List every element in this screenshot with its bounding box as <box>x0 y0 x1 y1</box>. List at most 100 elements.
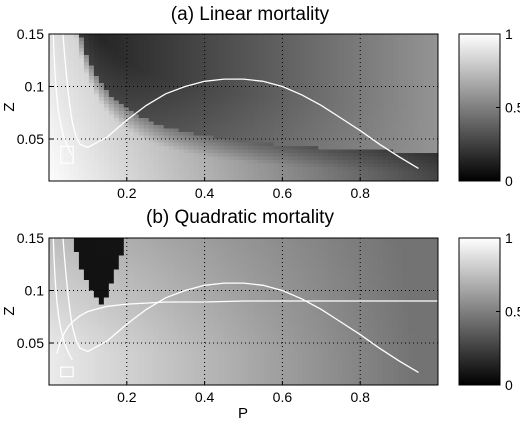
heatmap-cell <box>423 160 429 165</box>
heatmap-cell <box>178 44 185 49</box>
heatmap-cell <box>203 252 210 257</box>
heatmap-cell <box>213 72 220 77</box>
heatmap-cell <box>243 69 250 74</box>
heatmap-cell <box>248 142 255 147</box>
heatmap-cell <box>143 48 150 53</box>
heatmap-cell <box>378 118 384 123</box>
heatmap-cell <box>168 76 175 81</box>
heatmap-cell <box>49 381 55 385</box>
heatmap-cell <box>268 121 275 126</box>
heatmap-cell <box>368 125 374 130</box>
heatmap-cell <box>63 37 70 42</box>
heatmap-cell <box>383 114 389 119</box>
heatmap-cell <box>103 301 110 306</box>
heatmap-cell <box>133 273 140 278</box>
heatmap-cell <box>343 58 349 63</box>
heatmap-cell <box>63 62 70 67</box>
heatmap-cell <box>83 336 90 341</box>
heatmap-cell <box>133 41 140 46</box>
heatmap-cell <box>393 93 399 98</box>
heatmap-cell <box>403 34 409 39</box>
heatmap-cell <box>348 153 354 158</box>
heatmap-cell <box>243 104 250 109</box>
heatmap-cell <box>338 121 344 126</box>
heatmap-cell <box>433 97 438 102</box>
heatmap-cell <box>83 364 90 369</box>
heatmap-cell <box>178 322 185 327</box>
heatmap-cell <box>393 132 399 137</box>
heatmap-cell <box>428 167 434 172</box>
heatmap-cell <box>208 318 215 323</box>
heatmap-cell <box>348 163 354 168</box>
heatmap-cell <box>93 100 100 105</box>
heatmap-cell <box>163 276 170 281</box>
heatmap-cell <box>183 252 190 257</box>
heatmap-cell <box>228 350 235 355</box>
heatmap-cell <box>218 343 225 348</box>
heatmap-cell <box>358 167 364 172</box>
heatmap-cell <box>218 167 225 172</box>
heatmap-cell <box>118 111 125 116</box>
heatmap-cell <box>248 149 255 154</box>
heatmap-cell <box>168 283 175 288</box>
heatmap-cell <box>163 100 170 105</box>
heatmap-cell <box>403 170 409 175</box>
heatmap-cell <box>83 273 90 278</box>
heatmap-cell <box>208 156 215 161</box>
heatmap-cell <box>313 48 319 53</box>
heatmap-cell <box>58 163 65 168</box>
heatmap-cell <box>223 378 230 383</box>
heatmap-cell <box>208 83 215 88</box>
heatmap-cell <box>213 266 220 271</box>
heatmap-cell <box>428 114 434 119</box>
heatmap-cell <box>98 76 105 81</box>
heatmap-cell <box>173 125 180 130</box>
heatmap-cell <box>403 83 409 88</box>
heatmap-cell <box>83 259 90 264</box>
heatmap-cell <box>68 125 75 130</box>
heatmap-cell <box>338 128 344 133</box>
heatmap-cell <box>118 121 125 126</box>
heatmap-cell <box>68 44 75 49</box>
heatmap-cell <box>248 170 255 175</box>
heatmap-cell <box>413 83 419 88</box>
heatmap-cell <box>183 238 190 243</box>
heatmap-cell <box>338 100 344 105</box>
heatmap-cell <box>88 374 95 379</box>
heatmap-cell <box>333 111 339 116</box>
heatmap-cell <box>313 142 319 147</box>
heatmap-cell <box>63 104 70 109</box>
heatmap-cell <box>293 139 299 144</box>
heatmap-cell <box>223 128 230 133</box>
heatmap-cell <box>188 329 195 334</box>
heatmap-cell <box>348 51 354 56</box>
heatmap-cell <box>263 146 270 151</box>
heatmap-cell <box>158 41 165 46</box>
heatmap-cell <box>153 48 160 53</box>
heatmap-cell <box>53 367 60 372</box>
heatmap-cell <box>118 304 125 309</box>
heatmap-cell <box>83 37 90 42</box>
heatmap-cell <box>93 118 100 123</box>
heatmap-cell <box>363 58 369 63</box>
heatmap-cell <box>413 132 419 137</box>
heatmap-cell <box>63 238 70 243</box>
heatmap-cell <box>388 86 394 91</box>
heatmap-cell <box>93 163 100 168</box>
heatmap-cell <box>413 128 419 133</box>
heatmap-cell <box>78 37 85 42</box>
heatmap-cell <box>408 149 414 154</box>
heatmap-cell <box>113 125 120 130</box>
heatmap-cell <box>173 294 180 299</box>
heatmap-cell <box>238 93 245 98</box>
heatmap-cell <box>128 34 135 39</box>
heatmap-cell <box>118 252 125 257</box>
heatmap-cell <box>68 332 75 337</box>
heatmap-cell <box>313 69 319 74</box>
heatmap-cell <box>278 146 284 151</box>
heatmap-cell <box>188 350 195 355</box>
heatmap-cell <box>63 160 70 165</box>
heatmap-cell <box>358 132 364 137</box>
heatmap-cell <box>118 83 125 88</box>
heatmap-cell <box>88 79 95 84</box>
